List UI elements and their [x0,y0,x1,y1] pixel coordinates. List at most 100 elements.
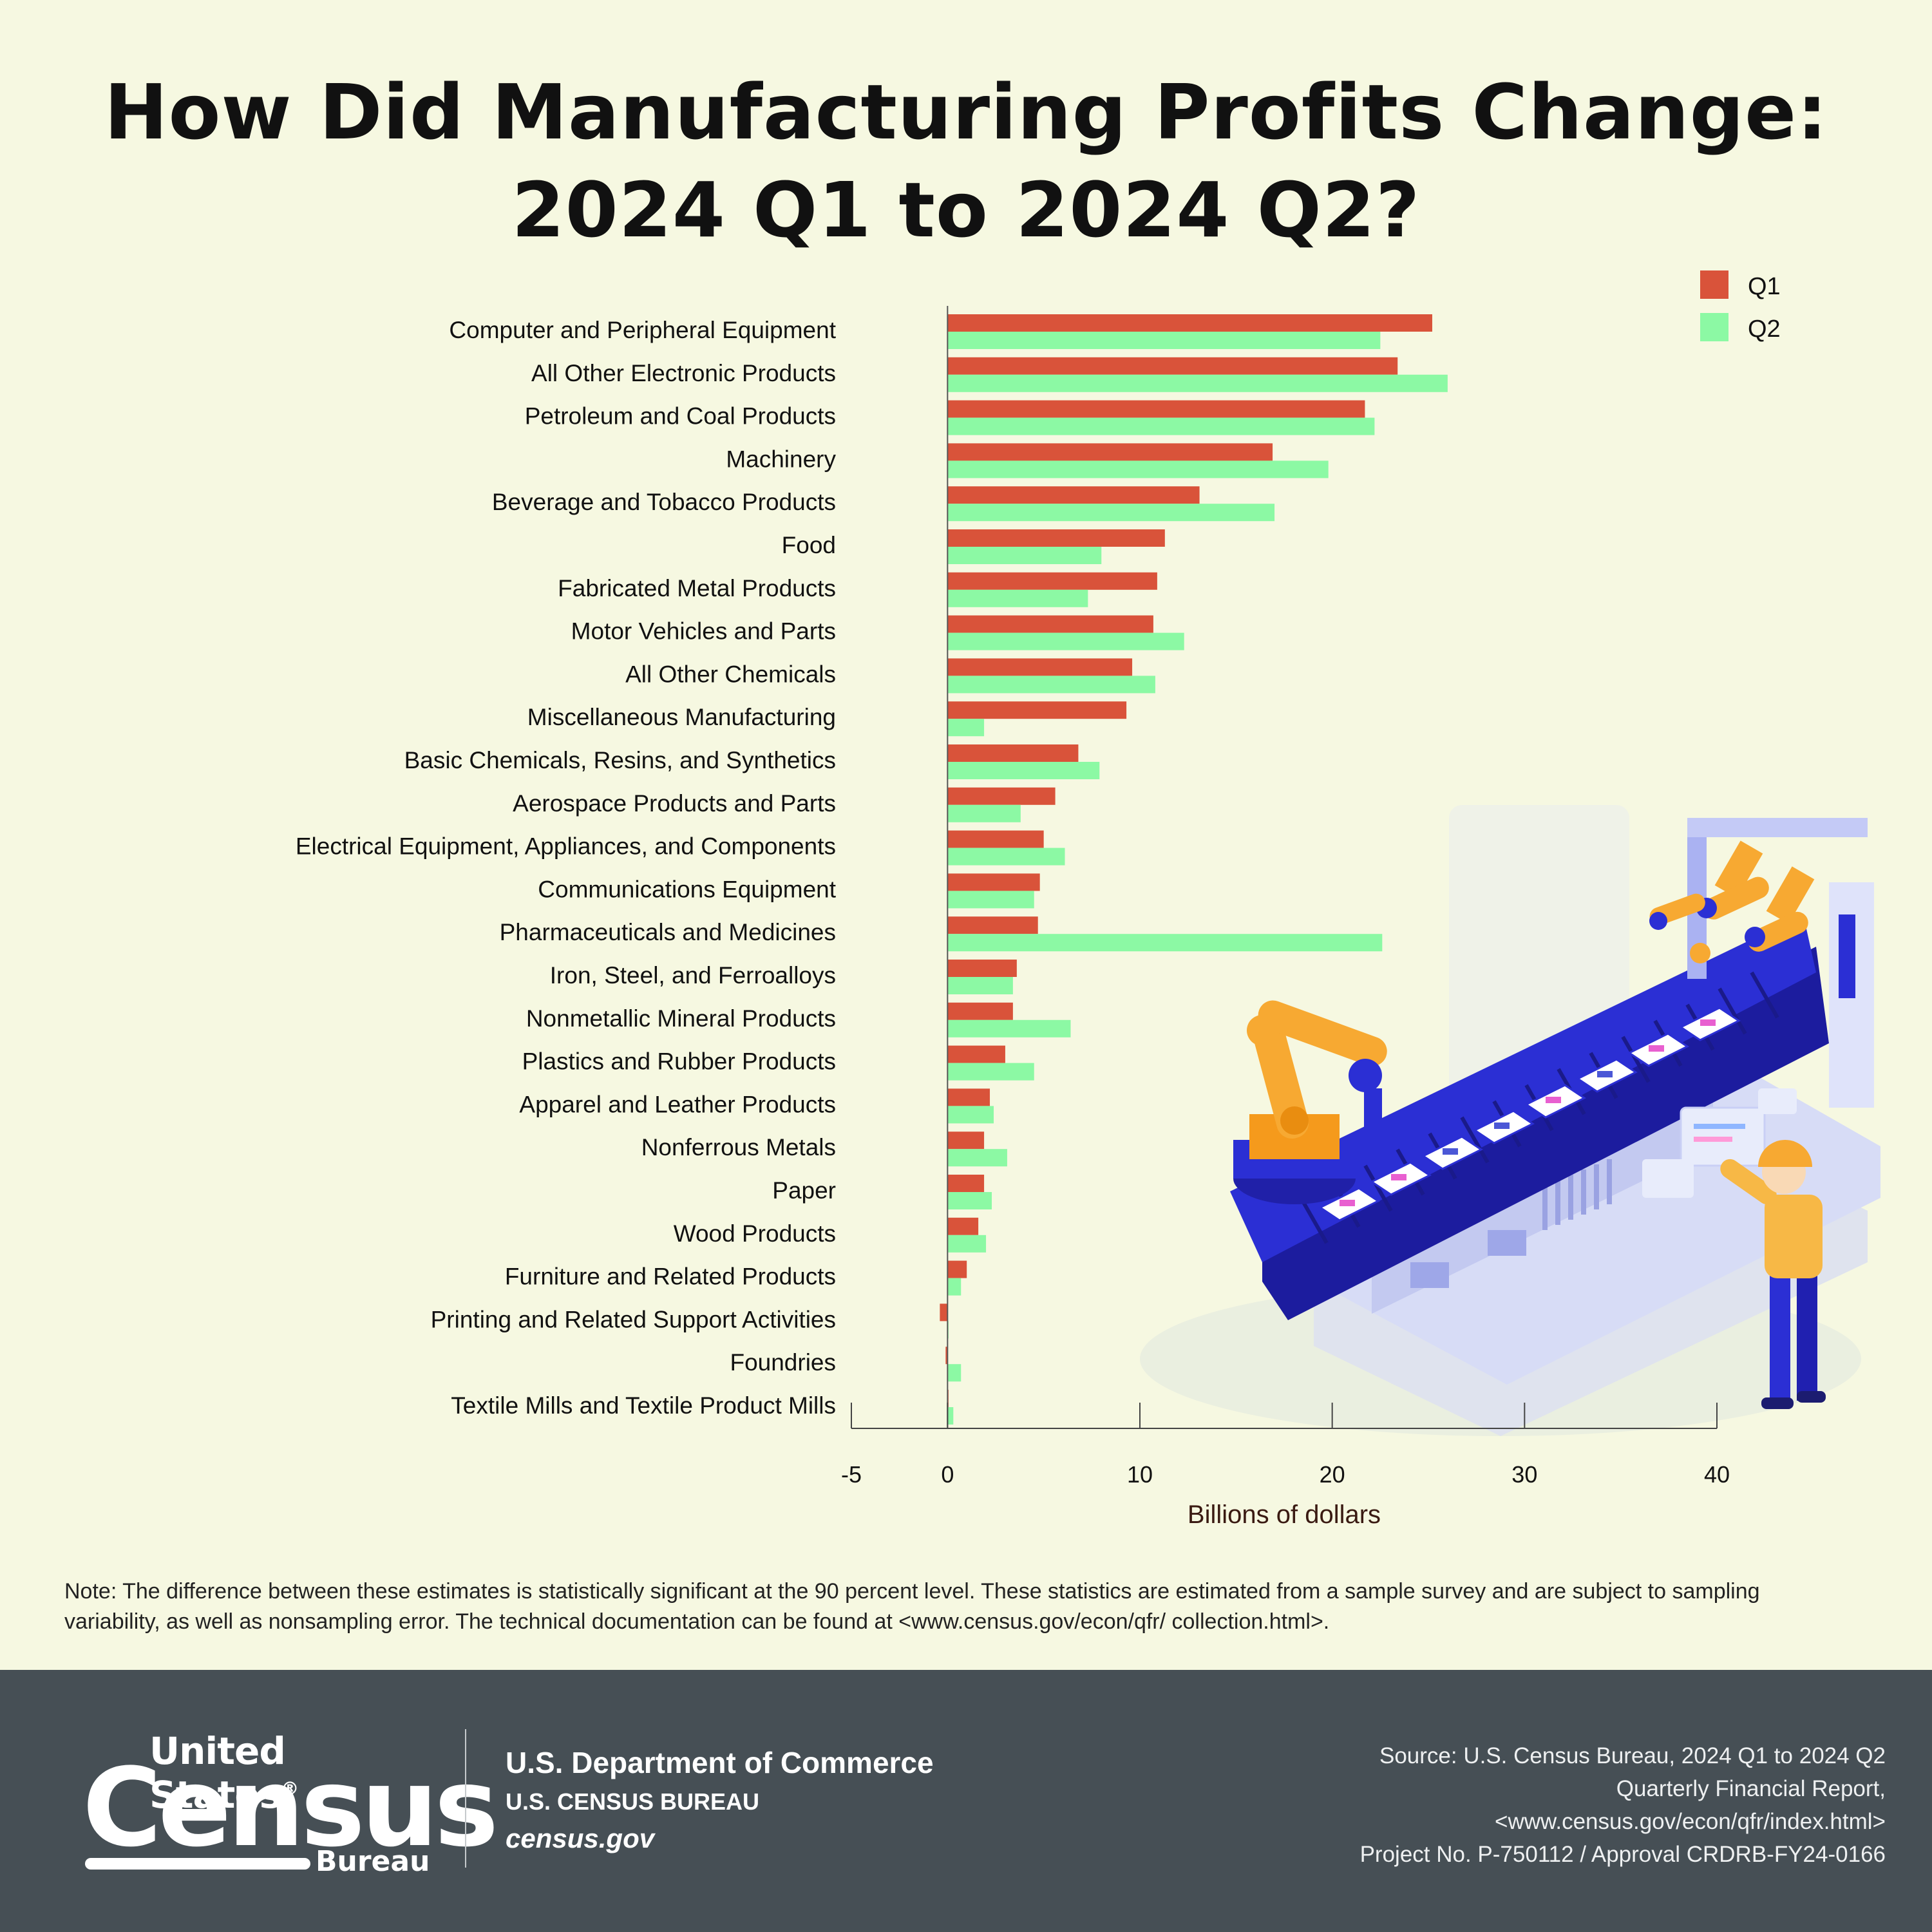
census-logo: United States® Census Bureau [82,1729,498,1890]
bar-q2 [947,417,1375,435]
bar-q2 [947,1235,987,1253]
legend-swatch-q1 [1700,270,1728,299]
conveyor-boxes [1318,1007,1741,1222]
category-label: Miscellaneous Manufacturing [527,704,836,730]
source-line[interactable]: <www.census.gov/econ/qfr/index.html> [1495,1809,1886,1834]
category-label: Nonmetallic Mineral Products [526,1005,836,1032]
legend-label-q2: Q2 [1748,316,1781,343]
x-tick-label: 20 [1320,1461,1345,1488]
x-tick-label: 0 [941,1461,954,1488]
bar-q2 [947,1149,1007,1167]
category-label: Food [782,532,836,558]
robot-arm-gantry [1649,840,1815,963]
census-site-link[interactable]: census.gov [506,1823,655,1853]
bar-q1 [947,486,1200,504]
category-label: Plastics and Rubber Products [522,1048,836,1075]
bar-q1 [947,1260,967,1278]
bar-chart: Computer and Peripheral Equipment All Oth… [296,270,1880,1529]
bar-q1 [947,1002,1013,1020]
bar-q2 [947,977,1013,994]
logo-bureau: Bureau [316,1845,430,1878]
bar-q1 [947,1045,1005,1063]
x-tick-label: -5 [841,1461,862,1488]
bar-q2 [947,719,985,737]
bar-q1 [947,572,1157,590]
category-label: All Other Chemicals [625,661,836,687]
bar-q2 [947,1063,1034,1081]
title-line-1: How Did Manufacturing Profits Change: [104,68,1828,156]
category-label: Communications Equipment [538,876,836,902]
category-label: All Other Electronic Products [531,360,836,386]
bar-q2 [947,1019,1071,1037]
bar-q2 [947,1407,954,1425]
bar-q2 [947,934,1383,952]
x-tick-label: 40 [1704,1461,1730,1488]
department-name: U.S. Department of Commerce [506,1746,934,1779]
bar-q1 [947,1175,985,1192]
title-line-2: 2024 Q1 to 2024 Q2? [511,166,1421,254]
bar-q2 [947,804,1021,822]
x-axis-label: Billions of dollars [1188,1501,1381,1529]
bar-q1 [947,701,1127,719]
bar-q1 [940,1303,948,1321]
bar-q1 [947,787,1056,805]
footer-divider [465,1729,466,1868]
x-tick-label: 10 [1127,1461,1153,1488]
bar-q1 [947,744,1079,762]
bar-q1 [947,314,1432,332]
category-label: Computer and Peripheral Equipment [449,317,836,343]
bar-q2 [947,632,1184,650]
category-label: Aerospace Products and Parts [513,790,836,817]
source-line: Quarterly Financial Report, [1616,1776,1886,1801]
legend-label-q1: Q1 [1748,273,1781,300]
bar-q1 [947,357,1398,375]
bar-q2 [947,589,1088,607]
bar-q1 [947,873,1040,891]
bar-q1 [947,960,1017,977]
bar-q1 [947,400,1365,418]
bar-q2 [947,1364,961,1382]
x-tick-label: 30 [1511,1461,1537,1488]
category-label: Basic Chemicals, Resins, and Synthetics [404,747,836,773]
category-label: Furniture and Related Products [505,1264,836,1290]
bar-q2 [947,1192,992,1209]
bar-q2 [947,676,1155,694]
factory-illustration [1140,805,1880,1436]
bar-q1 [947,615,1153,633]
category-label: Textile Mills and Textile Product Mills [451,1392,836,1419]
category-label: Beverage and Tobacco Products [492,489,836,515]
logo-united-states: United States® [149,1729,299,1817]
robot-arm-left [1233,1000,1387,1204]
bar-q1 [947,1088,990,1106]
bar-q2 [947,332,1381,349]
worker-figure [1720,1140,1826,1409]
category-label: Petroleum and Coal Products [525,403,836,430]
source-line: Source: U.S. Census Bureau, 2024 Q1 to 2… [1379,1743,1886,1768]
category-label: Pharmaceuticals and Medicines [500,919,836,945]
category-label: Nonferrous Metals [641,1134,836,1160]
bar-q2 [947,460,1329,478]
legend-swatch-q2 [1700,313,1728,341]
bar-q1 [947,916,1038,934]
category-label: Foundries [730,1349,836,1376]
category-label: Iron, Steel, and Ferroalloys [550,962,836,989]
category-label: Motor Vehicles and Parts [571,618,836,645]
bar-q2 [947,374,1448,392]
bar-q2 [947,762,1100,779]
footnote: Note: The difference between these estim… [64,1579,1760,1634]
bar-q1 [947,658,1133,676]
source-block: Source: U.S. Census Bureau, 2024 Q1 to 2… [1360,1739,1886,1871]
bar-q1 [947,529,1165,547]
bar-q1 [947,830,1044,848]
category-label: Paper [772,1177,836,1204]
bar-q2 [947,848,1065,866]
logo-census: Census [82,1745,498,1871]
bar-q1 [947,1217,979,1235]
department-block: U.S. Department of Commerce U.S. CENSUS … [506,1742,934,1857]
page-title: How Did Manufacturing Profits Change: 20… [0,63,1932,259]
bar-q1 [947,1132,985,1150]
bar-q1 [945,1347,948,1365]
bar-q1 [947,443,1273,461]
bar-q2 [947,547,1102,564]
category-label: Machinery [726,446,836,472]
